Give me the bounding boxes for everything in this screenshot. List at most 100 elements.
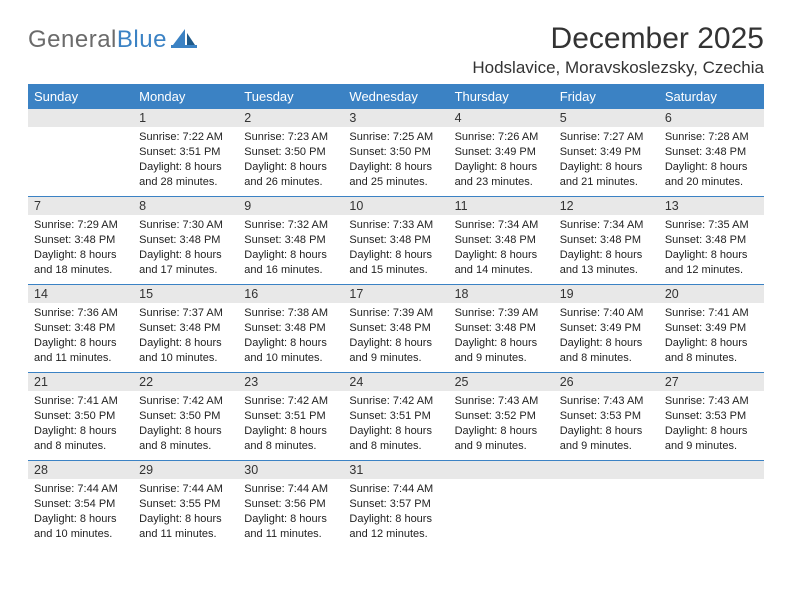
calendar-week: 28Sunrise: 7:44 AMSunset: 3:54 PMDayligh… <box>28 460 764 548</box>
sunrise-line: Sunrise: 7:39 AM <box>349 306 442 321</box>
calendar-cell: 15Sunrise: 7:37 AMSunset: 3:48 PMDayligh… <box>133 284 238 372</box>
daylight-line: Daylight: 8 hours and 11 minutes. <box>244 512 337 542</box>
calendar-cell: 27Sunrise: 7:43 AMSunset: 3:53 PMDayligh… <box>659 372 764 460</box>
sunrise-line: Sunrise: 7:25 AM <box>349 130 442 145</box>
day-data: Sunrise: 7:42 AMSunset: 3:50 PMDaylight:… <box>133 391 238 456</box>
sunrise-line: Sunrise: 7:33 AM <box>349 218 442 233</box>
daylight-line: Daylight: 8 hours and 8 minutes. <box>665 336 758 366</box>
day-number: 29 <box>133 460 238 479</box>
sunrise-line: Sunrise: 7:41 AM <box>665 306 758 321</box>
day-number: 17 <box>343 284 448 303</box>
sunrise-line: Sunrise: 7:44 AM <box>139 482 232 497</box>
calendar-week: 14Sunrise: 7:36 AMSunset: 3:48 PMDayligh… <box>28 284 764 372</box>
logo-text: GeneralBlue <box>28 26 167 54</box>
sunset-line: Sunset: 3:48 PM <box>244 321 337 336</box>
daylight-line: Daylight: 8 hours and 8 minutes. <box>244 424 337 454</box>
daylight-line: Daylight: 8 hours and 14 minutes. <box>455 248 548 278</box>
daylight-line: Daylight: 8 hours and 12 minutes. <box>349 512 442 542</box>
calendar-cell: 22Sunrise: 7:42 AMSunset: 3:50 PMDayligh… <box>133 372 238 460</box>
calendar-cell: 30Sunrise: 7:44 AMSunset: 3:56 PMDayligh… <box>238 460 343 548</box>
calendar-cell: 26Sunrise: 7:43 AMSunset: 3:53 PMDayligh… <box>554 372 659 460</box>
sunset-line: Sunset: 3:48 PM <box>34 321 127 336</box>
daylight-line: Daylight: 8 hours and 10 minutes. <box>244 336 337 366</box>
calendar-cell: 14Sunrise: 7:36 AMSunset: 3:48 PMDayligh… <box>28 284 133 372</box>
daylight-line: Daylight: 8 hours and 9 minutes. <box>560 424 653 454</box>
day-number: 24 <box>343 372 448 391</box>
day-data: Sunrise: 7:44 AMSunset: 3:57 PMDaylight:… <box>343 479 448 544</box>
sunset-line: Sunset: 3:48 PM <box>244 233 337 248</box>
day-data: Sunrise: 7:41 AMSunset: 3:49 PMDaylight:… <box>659 303 764 368</box>
daylight-line: Daylight: 8 hours and 23 minutes. <box>455 160 548 190</box>
day-data: Sunrise: 7:44 AMSunset: 3:54 PMDaylight:… <box>28 479 133 544</box>
sunrise-line: Sunrise: 7:32 AM <box>244 218 337 233</box>
sunset-line: Sunset: 3:55 PM <box>139 497 232 512</box>
daylight-line: Daylight: 8 hours and 16 minutes. <box>244 248 337 278</box>
day-number: 15 <box>133 284 238 303</box>
daylight-line: Daylight: 8 hours and 28 minutes. <box>139 160 232 190</box>
sunrise-line: Sunrise: 7:44 AM <box>34 482 127 497</box>
sunrise-line: Sunrise: 7:42 AM <box>244 394 337 409</box>
daylight-line: Daylight: 8 hours and 8 minutes. <box>139 424 232 454</box>
sunrise-line: Sunrise: 7:27 AM <box>560 130 653 145</box>
calendar-cell: 29Sunrise: 7:44 AMSunset: 3:55 PMDayligh… <box>133 460 238 548</box>
day-number: 12 <box>554 196 659 215</box>
day-header: Thursday <box>449 84 554 108</box>
calendar-cell: 3Sunrise: 7:25 AMSunset: 3:50 PMDaylight… <box>343 108 448 196</box>
day-data: Sunrise: 7:23 AMSunset: 3:50 PMDaylight:… <box>238 127 343 192</box>
day-data: Sunrise: 7:22 AMSunset: 3:51 PMDaylight:… <box>133 127 238 192</box>
day-data: Sunrise: 7:43 AMSunset: 3:52 PMDaylight:… <box>449 391 554 456</box>
day-data: Sunrise: 7:26 AMSunset: 3:49 PMDaylight:… <box>449 127 554 192</box>
sunset-line: Sunset: 3:48 PM <box>560 233 653 248</box>
day-number: 2 <box>238 108 343 127</box>
day-number <box>554 460 659 479</box>
sunset-line: Sunset: 3:48 PM <box>665 233 758 248</box>
day-data: Sunrise: 7:28 AMSunset: 3:48 PMDaylight:… <box>659 127 764 192</box>
day-number <box>28 108 133 127</box>
daylight-line: Daylight: 8 hours and 8 minutes. <box>34 424 127 454</box>
day-number: 31 <box>343 460 448 479</box>
daylight-line: Daylight: 8 hours and 15 minutes. <box>349 248 442 278</box>
sunrise-line: Sunrise: 7:36 AM <box>34 306 127 321</box>
sunset-line: Sunset: 3:50 PM <box>244 145 337 160</box>
calendar-cell: 4Sunrise: 7:26 AMSunset: 3:49 PMDaylight… <box>449 108 554 196</box>
daylight-line: Daylight: 8 hours and 8 minutes. <box>349 424 442 454</box>
sunrise-line: Sunrise: 7:34 AM <box>560 218 653 233</box>
day-data: Sunrise: 7:38 AMSunset: 3:48 PMDaylight:… <box>238 303 343 368</box>
sunset-line: Sunset: 3:51 PM <box>139 145 232 160</box>
sunrise-line: Sunrise: 7:44 AM <box>349 482 442 497</box>
day-number: 28 <box>28 460 133 479</box>
sunrise-line: Sunrise: 7:28 AM <box>665 130 758 145</box>
day-number: 16 <box>238 284 343 303</box>
day-number: 5 <box>554 108 659 127</box>
sunset-line: Sunset: 3:49 PM <box>665 321 758 336</box>
sunset-line: Sunset: 3:57 PM <box>349 497 442 512</box>
day-data: Sunrise: 7:32 AMSunset: 3:48 PMDaylight:… <box>238 215 343 280</box>
sunset-line: Sunset: 3:48 PM <box>665 145 758 160</box>
daylight-line: Daylight: 8 hours and 12 minutes. <box>665 248 758 278</box>
sunset-line: Sunset: 3:48 PM <box>139 233 232 248</box>
day-number: 10 <box>343 196 448 215</box>
sunset-line: Sunset: 3:50 PM <box>34 409 127 424</box>
day-header: Tuesday <box>238 84 343 108</box>
sunrise-line: Sunrise: 7:26 AM <box>455 130 548 145</box>
daylight-line: Daylight: 8 hours and 26 minutes. <box>244 160 337 190</box>
daylight-line: Daylight: 8 hours and 25 minutes. <box>349 160 442 190</box>
day-data: Sunrise: 7:43 AMSunset: 3:53 PMDaylight:… <box>554 391 659 456</box>
sunrise-line: Sunrise: 7:34 AM <box>455 218 548 233</box>
calendar-week: 7Sunrise: 7:29 AMSunset: 3:48 PMDaylight… <box>28 196 764 284</box>
sunset-line: Sunset: 3:51 PM <box>244 409 337 424</box>
day-data: Sunrise: 7:37 AMSunset: 3:48 PMDaylight:… <box>133 303 238 368</box>
daylight-line: Daylight: 8 hours and 9 minutes. <box>455 424 548 454</box>
day-number: 6 <box>659 108 764 127</box>
day-data: Sunrise: 7:27 AMSunset: 3:49 PMDaylight:… <box>554 127 659 192</box>
sunrise-line: Sunrise: 7:44 AM <box>244 482 337 497</box>
title-block: December 2025 Hodslavice, Moravskoslezsk… <box>472 22 764 78</box>
calendar-body: 1Sunrise: 7:22 AMSunset: 3:51 PMDaylight… <box>28 108 764 548</box>
day-header: Wednesday <box>343 84 448 108</box>
daylight-line: Daylight: 8 hours and 10 minutes. <box>34 512 127 542</box>
daylight-line: Daylight: 8 hours and 9 minutes. <box>665 424 758 454</box>
daylight-line: Daylight: 8 hours and 17 minutes. <box>139 248 232 278</box>
sunset-line: Sunset: 3:51 PM <box>349 409 442 424</box>
calendar-cell: 5Sunrise: 7:27 AMSunset: 3:49 PMDaylight… <box>554 108 659 196</box>
day-number: 30 <box>238 460 343 479</box>
